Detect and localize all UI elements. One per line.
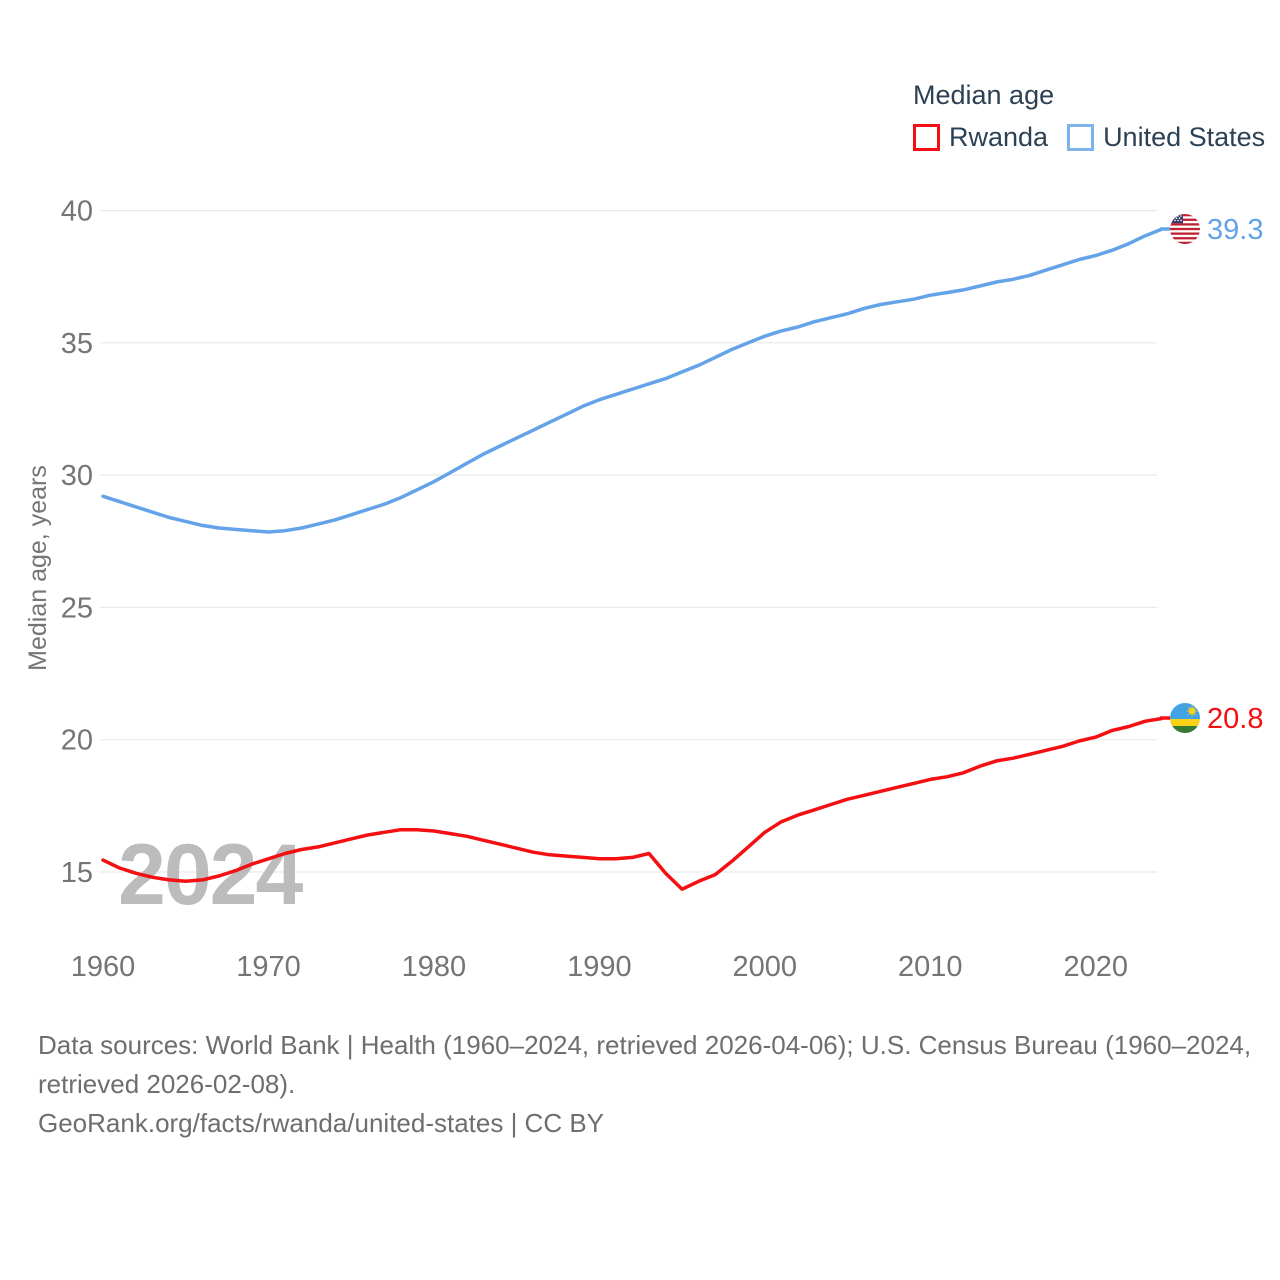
line-rwanda (101, 716, 1164, 891)
legend-item-united-states[interactable]: United States (1067, 122, 1265, 153)
attribution-line: GeoRank.org/facts/rwanda/united-states |… (38, 1108, 605, 1138)
x-tick-label: 1990 (567, 951, 632, 983)
x-tick-label: 1970 (236, 951, 301, 983)
x-tick-label: 1960 (71, 951, 136, 983)
x-tick-label: 2000 (733, 951, 798, 983)
us-flag-icon (1170, 214, 1200, 244)
legend: Median age Rwanda United States (913, 80, 1265, 153)
x-tick-label: 1980 (402, 951, 467, 983)
rwanda-end-value-label: 20.8 (1207, 703, 1263, 735)
us-end-value-label: 39.3 (1207, 214, 1263, 246)
x-tick-label: 2010 (898, 951, 963, 983)
series-lines (101, 227, 1164, 891)
legend-label-rwanda: Rwanda (949, 122, 1049, 152)
rwanda-swatch (913, 124, 940, 151)
y-axis-title: Median age, years (24, 465, 52, 671)
y-tick-label: 30 (61, 460, 93, 492)
y-tick-label: 40 (61, 196, 93, 228)
y-tick-label: 20 (61, 725, 93, 757)
y-tick-label: 25 (61, 592, 93, 624)
united-states-swatch (1067, 124, 1095, 151)
legend-title: Median age (913, 80, 1055, 110)
legend-label-united-states: United States (1103, 122, 1266, 152)
gridlines (100, 210, 1157, 873)
rwanda-flag-icon (1170, 703, 1200, 733)
legend-items: Rwanda United States (913, 122, 1265, 153)
footer: Data sources: World Bank | Health (1960–… (38, 1026, 1263, 1143)
y-axis-tick-labels: 15 20 25 30 35 40 (61, 196, 93, 889)
x-tick-label: 2020 (1064, 951, 1129, 983)
data-sources-line-1: Data sources: World Bank | Health (1960–… (38, 1030, 1252, 1060)
line-united-states (101, 227, 1164, 534)
legend-item-rwanda[interactable]: Rwanda (913, 122, 1048, 153)
data-sources-line-2: retrieved 2026-02-08). (38, 1069, 296, 1099)
y-tick-label: 15 (61, 857, 93, 889)
x-axis-tick-labels: 1960 1970 1980 1990 2000 2010 2020 (71, 951, 1128, 983)
y-tick-label: 35 (61, 328, 93, 360)
